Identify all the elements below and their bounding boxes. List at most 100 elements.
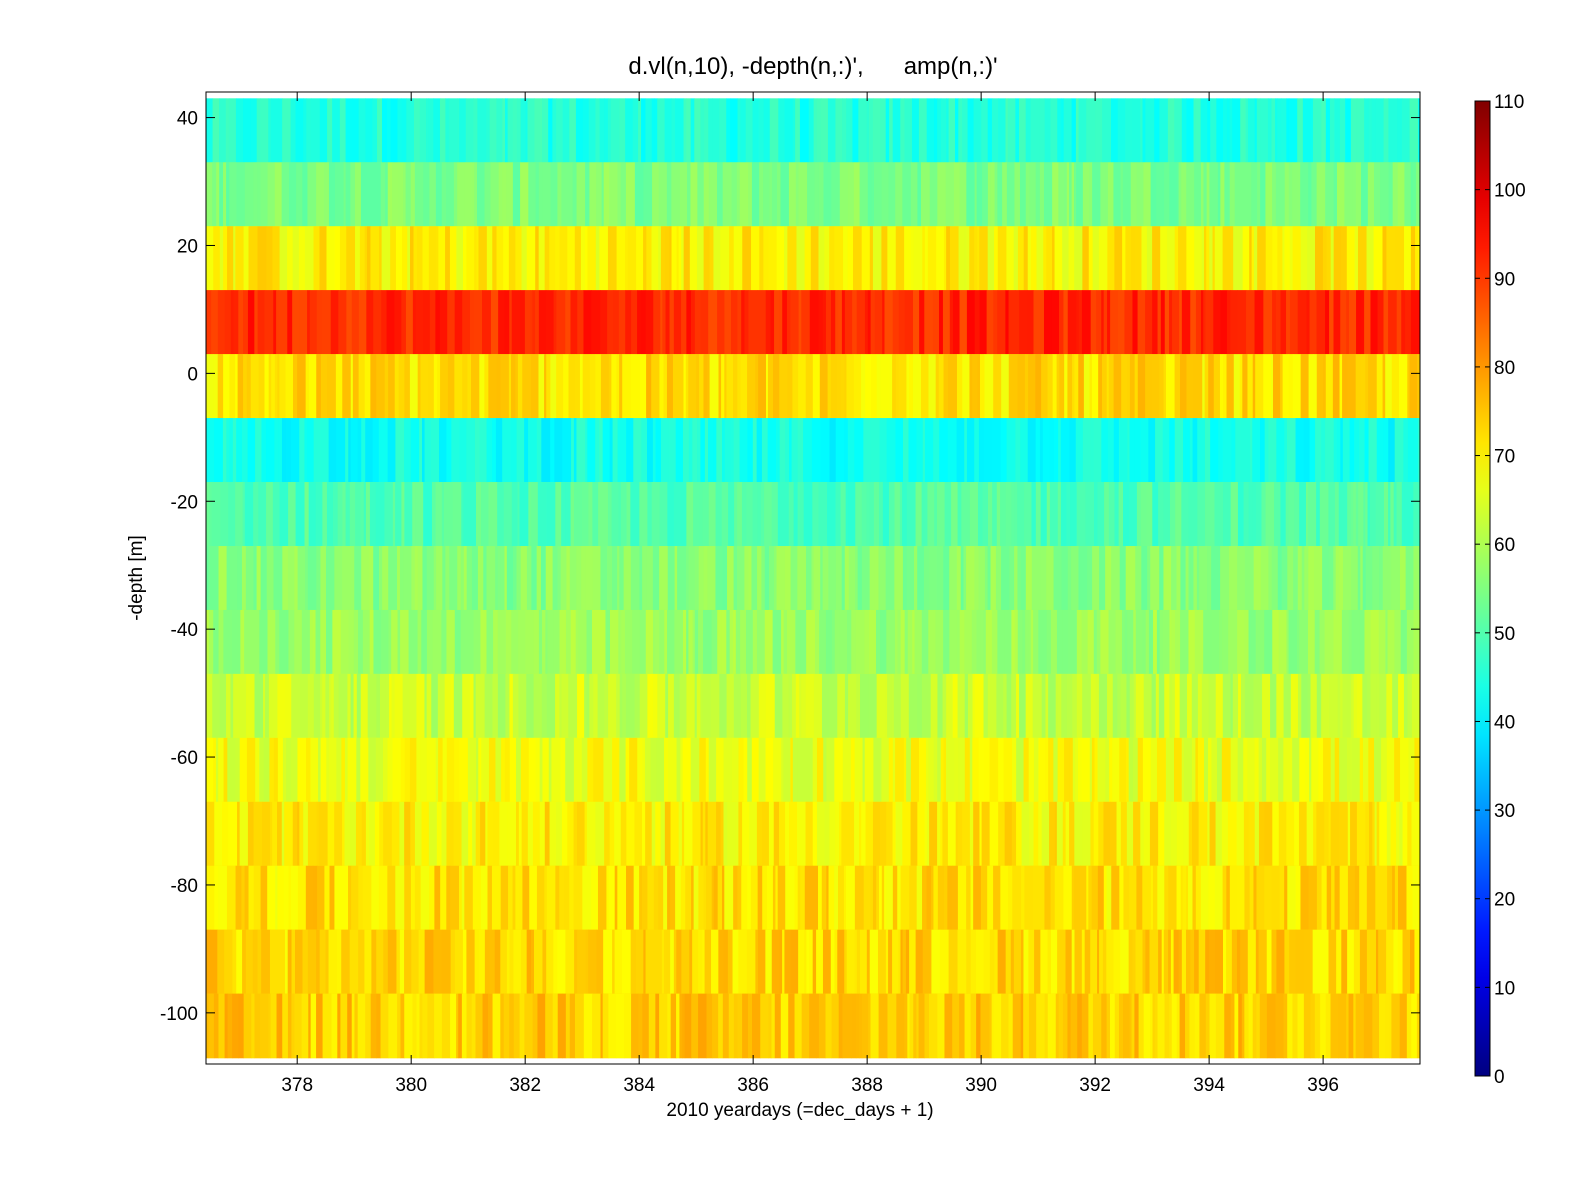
heatmap-cell [1114, 993, 1120, 1059]
heatmap-cell [430, 418, 440, 483]
heatmap-cell [362, 609, 371, 675]
heatmap-cell [608, 865, 616, 931]
heatmap-cell [487, 993, 494, 1059]
heatmap-cell [678, 801, 683, 867]
heatmap-cell [1030, 226, 1037, 291]
heatmap-cell [983, 609, 987, 675]
colorbar-tick-label: 30 [1494, 801, 1515, 822]
heatmap-cell [446, 418, 452, 483]
heatmap-cell [1078, 737, 1083, 803]
heatmap-cell [529, 865, 538, 931]
heatmap-cell [576, 546, 582, 611]
heatmap-cell [450, 993, 457, 1059]
heatmap-cell [327, 98, 333, 163]
heatmap-cell [904, 290, 914, 355]
heatmap-cell [966, 418, 975, 483]
heatmap-cell [1328, 546, 1334, 611]
heatmap-cell [1309, 290, 1318, 355]
heatmap-cell [260, 162, 269, 227]
heatmap-cell [1413, 418, 1419, 483]
heatmap-cell [1288, 98, 1298, 163]
heatmap-cell [1350, 482, 1354, 547]
heatmap-cell [1070, 993, 1078, 1059]
heatmap-cell [561, 673, 569, 739]
heatmap-cell [236, 162, 246, 227]
heatmap-cell [453, 162, 458, 227]
heatmap-cell [399, 546, 404, 611]
heatmap-cell [218, 546, 228, 611]
heatmap-cell [658, 226, 662, 291]
heatmap-cell [779, 418, 786, 483]
heatmap-cell [495, 418, 503, 483]
heatmap-cell [1382, 354, 1386, 419]
heatmap-cell [319, 929, 326, 995]
heatmap-cell [457, 546, 462, 611]
heatmap-cell [510, 418, 518, 483]
heatmap-cell [639, 673, 648, 739]
heatmap-cell [1071, 98, 1077, 163]
heatmap-cell [1142, 609, 1147, 675]
heatmap-cell [467, 737, 477, 803]
heatmap-cell [1342, 546, 1352, 611]
y-tick-label: -100 [160, 1004, 198, 1025]
heatmap-cell [892, 801, 897, 867]
heatmap-cell [524, 993, 534, 1059]
heatmap-cell [568, 354, 576, 419]
heatmap-cell [922, 226, 926, 291]
heatmap-cell [1001, 993, 1010, 1059]
heatmap-cell [456, 993, 459, 1059]
heatmap-cell [385, 162, 389, 227]
heatmap-cell [1145, 929, 1151, 995]
heatmap-cell [733, 673, 742, 739]
heatmap-cell [944, 482, 952, 547]
heatmap-cell [986, 290, 994, 355]
heatmap-cell [1229, 98, 1233, 163]
heatmap-cell [979, 226, 989, 291]
heatmap-cell [791, 418, 799, 483]
heatmap-cell [1256, 865, 1265, 931]
heatmap-cell [1043, 162, 1053, 227]
heatmap-cell [1255, 354, 1264, 419]
heatmap-cell [325, 609, 333, 675]
heatmap-cell [900, 609, 906, 675]
heatmap-cell [1117, 98, 1126, 163]
heatmap-cell [206, 673, 213, 739]
heatmap-cell [550, 162, 558, 227]
heatmap-cell [1287, 865, 1297, 931]
heatmap-cell [1392, 673, 1399, 739]
heatmap-cell [326, 737, 330, 803]
heatmap-cell [645, 801, 653, 867]
heatmap-cell [1088, 865, 1093, 931]
heatmap-cell [702, 801, 706, 867]
heatmap-cell [1044, 993, 1049, 1059]
heatmap-cell [922, 865, 928, 931]
heatmap-cell [544, 226, 550, 291]
heatmap-cell [733, 226, 743, 291]
heatmap-cell [1164, 865, 1169, 931]
heatmap-cell [1369, 801, 1373, 867]
heatmap-cell [702, 929, 706, 995]
heatmap-cell [966, 290, 976, 355]
heatmap-cell [1341, 609, 1350, 675]
heatmap-cell [226, 162, 230, 227]
heatmap-cell [682, 418, 690, 483]
heatmap-cell [928, 354, 937, 419]
heatmap-cell [838, 993, 843, 1059]
heatmap-cell [1123, 993, 1131, 1059]
heatmap-cell [608, 993, 617, 1059]
heatmap-cell [818, 162, 824, 227]
heatmap-cell [1316, 482, 1321, 547]
heatmap-cell [722, 993, 730, 1059]
heatmap-cell [460, 546, 465, 611]
heatmap-cell [370, 354, 377, 419]
heatmap-cell [1237, 609, 1245, 675]
heatmap-cell [408, 609, 419, 675]
heatmap-cell [461, 482, 465, 547]
heatmap-cell [382, 737, 389, 803]
heatmap-cell [1179, 290, 1183, 355]
heatmap-cell [509, 929, 514, 995]
heatmap-cell [320, 609, 327, 675]
heatmap-cell [1115, 609, 1123, 675]
heatmap-cell [758, 673, 767, 739]
heatmap-cell [208, 609, 214, 675]
